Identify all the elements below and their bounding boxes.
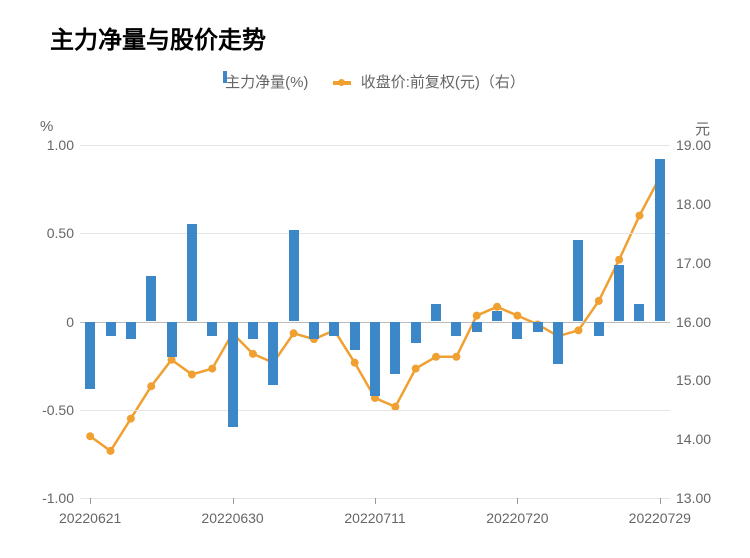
volume-bar [390, 322, 400, 375]
volume-bar [187, 224, 197, 321]
price-line-marker [432, 353, 440, 361]
volume-bar [85, 322, 95, 389]
y-left-tick-label: -1.00 [30, 490, 74, 506]
x-tick-label: 20220720 [486, 510, 548, 526]
price-line-marker [574, 326, 582, 334]
volume-bar [146, 276, 156, 322]
price-line-marker [635, 212, 643, 220]
price-line-marker [412, 365, 420, 373]
volume-bar [492, 311, 502, 322]
y-right-tick-label: 16.00 [676, 314, 726, 330]
volume-bar [614, 265, 624, 321]
volume-bar [329, 322, 339, 336]
volume-bar [573, 240, 583, 321]
chart-container: 主力净量与股价走势 主力净量(%) 收盘价:前复权(元)（右） % 元 1.00… [0, 0, 750, 558]
y-right-unit: 元 [695, 118, 710, 139]
volume-bar [309, 322, 319, 340]
volume-bar [248, 322, 258, 340]
volume-bar [126, 322, 136, 340]
volume-bar [634, 304, 644, 322]
y-left-tick-label: 0 [30, 314, 74, 330]
volume-bar [655, 159, 665, 321]
volume-bar [431, 304, 441, 322]
x-tick-label: 20220729 [629, 510, 691, 526]
y-right-tick-label: 15.00 [676, 372, 726, 388]
price-line-marker [351, 359, 359, 367]
price-line-marker [168, 356, 176, 364]
volume-bar [268, 322, 278, 386]
chart-title: 主力净量与股价走势 [50, 20, 720, 55]
volume-bar [167, 322, 177, 357]
x-tick-label: 20220621 [59, 510, 121, 526]
legend-label-bar: 主力净量(%) [225, 74, 308, 91]
volume-bar [512, 322, 522, 340]
volume-bar [594, 322, 604, 336]
price-line-marker [127, 415, 135, 423]
x-tick [375, 498, 376, 504]
y-right-tick-label: 19.00 [676, 137, 726, 153]
price-line-marker [615, 256, 623, 264]
volume-bar [553, 322, 563, 364]
volume-bar [451, 322, 461, 336]
price-line-marker [147, 382, 155, 390]
volume-bar [228, 322, 238, 428]
volume-bar [370, 322, 380, 396]
volume-bar [106, 322, 116, 336]
legend-item-line: 收盘价:前复权(元)（右） [333, 71, 525, 92]
y-right-tick-label: 14.00 [676, 431, 726, 447]
price-line-marker [493, 303, 501, 311]
price-line-marker [86, 432, 94, 440]
y-left-tick-label: -0.50 [30, 402, 74, 418]
x-tick [90, 498, 91, 504]
legend-marker-bar [223, 71, 227, 83]
price-line-marker [188, 370, 196, 378]
y-left-tick-label: 0.50 [30, 225, 74, 241]
legend-marker-line [333, 81, 351, 85]
price-line-marker [513, 312, 521, 320]
legend-label-line: 收盘价:前复权(元)（右） [361, 74, 525, 91]
price-line-marker [249, 350, 257, 358]
y-left-tick-label: 1.00 [30, 137, 74, 153]
y-right-tick-label: 17.00 [676, 255, 726, 271]
x-tick-label: 20220711 [344, 510, 405, 526]
legend: 主力净量(%) 收盘价:前复权(元)（右） [30, 71, 720, 92]
volume-bar [533, 322, 543, 333]
x-tick-label: 20220630 [201, 510, 263, 526]
price-line-marker [473, 312, 481, 320]
volume-bar [350, 322, 360, 350]
legend-item-bar: 主力净量(%) [225, 71, 308, 92]
x-tick [660, 498, 661, 504]
plot-area: 1.000.500-0.50-1.0019.0018.0017.0016.001… [80, 145, 670, 498]
price-line-marker [107, 447, 115, 455]
gridline [80, 233, 670, 234]
volume-bar [472, 322, 482, 333]
volume-bar [289, 230, 299, 322]
x-tick [233, 498, 234, 504]
x-tick [517, 498, 518, 504]
gridline [80, 145, 670, 146]
y-right-tick-label: 18.00 [676, 196, 726, 212]
price-line-marker [452, 353, 460, 361]
gridline [80, 410, 670, 411]
price-line-marker [290, 329, 298, 337]
y-right-tick-label: 13.00 [676, 490, 726, 506]
y-left-unit: % [40, 118, 53, 135]
volume-bar [207, 322, 217, 336]
volume-bar [411, 322, 421, 343]
price-line-marker [595, 297, 603, 305]
price-line-marker [208, 365, 216, 373]
